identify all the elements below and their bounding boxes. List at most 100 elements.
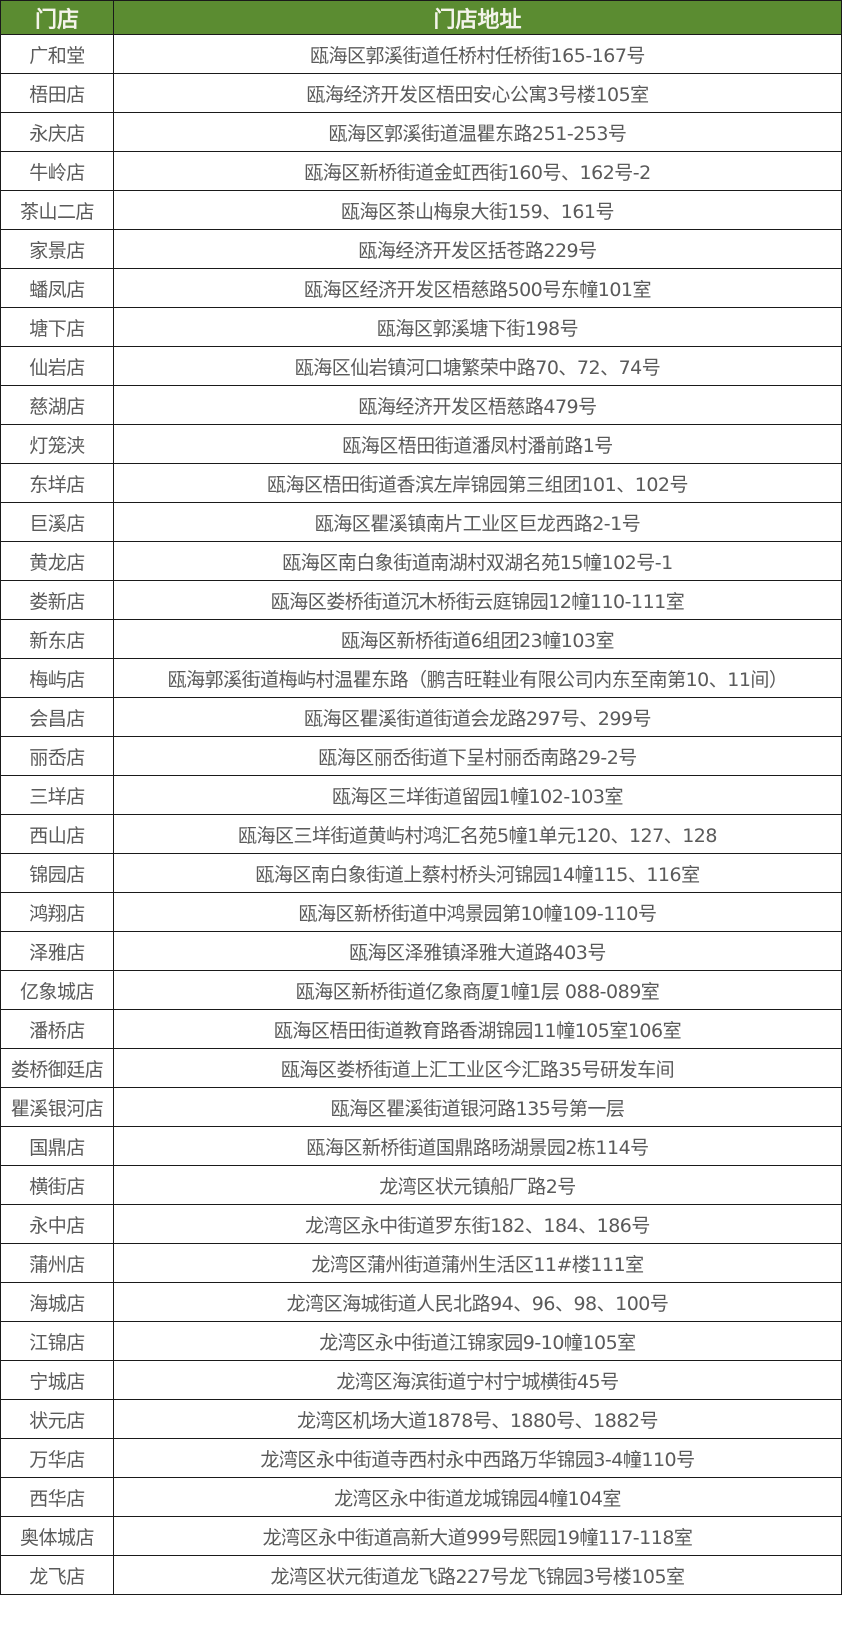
table-row: 仙岩店 瓯海区仙岩镇河口塘繁荣中路70、72、74号 — [0, 346, 842, 386]
store-name-cell: 龙飞店 — [0, 1555, 114, 1595]
table-row: 三垟店 瓯海区三垟街道留园1幢102-103室 — [0, 775, 842, 815]
store-name-cell: 梧田店 — [0, 73, 114, 113]
store-address-cell: 龙湾区永中街道江锦家园9-10幢105室 — [113, 1321, 842, 1361]
store-name-cell: 牛岭店 — [0, 151, 114, 191]
header-row: 门店 门店地址 — [0, 0, 842, 35]
store-name-cell: 瞿溪银河店 — [0, 1087, 114, 1127]
store-name-cell: 塘下店 — [0, 307, 114, 347]
store-name-cell: 丽岙店 — [0, 736, 114, 776]
store-name-cell: 西山店 — [0, 814, 114, 854]
store-address-cell: 瓯海区梧田街道教育路香湖锦园11幢105室106室 — [113, 1009, 842, 1049]
store-name-cell: 泽雅店 — [0, 931, 114, 971]
store-address-cell: 瓯海区经济开发区梧慈路500号东幢101室 — [113, 268, 842, 308]
store-name-cell: 海城店 — [0, 1282, 114, 1322]
table-row: 龙飞店 龙湾区状元街道龙飞路227号龙飞锦园3号楼105室 — [0, 1555, 842, 1595]
table-row: 潘桥店 瓯海区梧田街道教育路香湖锦园11幢105室106室 — [0, 1009, 842, 1049]
store-name-cell: 三垟店 — [0, 775, 114, 815]
store-address-cell: 瓯海区郭溪街道任桥村任桥街165-167号 — [113, 34, 842, 74]
table-row: 国鼎店 瓯海区新桥街道国鼎路旸湖景园2栋114号 — [0, 1126, 842, 1166]
store-name-cell: 娄新店 — [0, 580, 114, 620]
table-row: 亿象城店 瓯海区新桥街道亿象商厦1幢1层 088-089室 — [0, 970, 842, 1010]
table-row: 娄新店 瓯海区娄桥街道沉木桥街云庭锦园12幢110-111室 — [0, 580, 842, 620]
store-name-cell: 永庆店 — [0, 112, 114, 152]
store-name-cell: 梅屿店 — [0, 658, 114, 698]
table-row: 牛岭店 瓯海区新桥街道金虹西街160号、162号-2 — [0, 151, 842, 191]
header-address: 门店地址 — [113, 0, 842, 35]
store-address-cell: 龙湾区状元街道龙飞路227号龙飞锦园3号楼105室 — [113, 1555, 842, 1595]
table-row: 梅屿店 瓯海郭溪街道梅屿村温瞿东路（鹏吉旺鞋业有限公司内东至南第10、11间） — [0, 658, 842, 698]
table-row: 西华店 龙湾区永中街道龙城锦园4幢104室 — [0, 1477, 842, 1517]
table-row: 巨溪店 瓯海区瞿溪镇南片工业区巨龙西路2-1号 — [0, 502, 842, 542]
table-row: 瞿溪银河店 瓯海区瞿溪街道银河路135号第一层 — [0, 1087, 842, 1127]
store-address-cell: 瓯海区茶山梅泉大街159、161号 — [113, 190, 842, 230]
store-address-cell: 瓯海区三垟街道黄屿村鸿汇名苑5幢1单元120、127、128 — [113, 814, 842, 854]
table-row: 泽雅店 瓯海区泽雅镇泽雅大道路403号 — [0, 931, 842, 971]
table-row: 横街店 龙湾区状元镇船厂路2号 — [0, 1165, 842, 1205]
store-address-cell: 瓯海区新桥街道金虹西街160号、162号-2 — [113, 151, 842, 191]
table-row: 娄桥御廷店 瓯海区娄桥街道上汇工业区今汇路35号研发车间 — [0, 1048, 842, 1088]
header-store: 门店 — [0, 0, 114, 35]
table-row: 丽岙店 瓯海区丽岙街道下呈村丽岙南路29-2号 — [0, 736, 842, 776]
table-row: 海城店 龙湾区海城街道人民北路94、96、98、100号 — [0, 1282, 842, 1322]
store-name-cell: 亿象城店 — [0, 970, 114, 1010]
store-name-cell: 奥体城店 — [0, 1516, 114, 1556]
table-row: 梧田店 瓯海经济开发区梧田安心公寓3号楼105室 — [0, 73, 842, 113]
store-address-cell: 瓯海区瞿溪街道银河路135号第一层 — [113, 1087, 842, 1127]
table-row: 宁城店 龙湾区海滨街道宁村宁城横街45号 — [0, 1360, 842, 1400]
store-address-cell: 瓯海区梧田街道香滨左岸锦园第三组团101、102号 — [113, 463, 842, 503]
store-name-cell: 巨溪店 — [0, 502, 114, 542]
store-name-cell: 慈湖店 — [0, 385, 114, 425]
store-name-cell: 蟠凤店 — [0, 268, 114, 308]
store-address-cell: 瓯海经济开发区梧慈路479号 — [113, 385, 842, 425]
store-address-cell: 瓯海区新桥街道6组团23幢103室 — [113, 619, 842, 659]
store-name-cell: 广和堂 — [0, 34, 114, 74]
table-row: 状元店 龙湾区机场大道1878号、1880号、1882号 — [0, 1399, 842, 1439]
store-name-cell: 蒲州店 — [0, 1243, 114, 1283]
table-row: 永中店 龙湾区永中街道罗东街182、184、186号 — [0, 1204, 842, 1244]
store-address-cell: 龙湾区机场大道1878号、1880号、1882号 — [113, 1399, 842, 1439]
store-address-cell: 龙湾区海滨街道宁村宁城横街45号 — [113, 1360, 842, 1400]
store-address-cell: 瓯海区娄桥街道沉木桥街云庭锦园12幢110-111室 — [113, 580, 842, 620]
table-row: 广和堂 瓯海区郭溪街道任桥村任桥街165-167号 — [0, 34, 842, 74]
table-row: 灯笼浃 瓯海区梧田街道潘凤村潘前路1号 — [0, 424, 842, 464]
store-name-cell: 会昌店 — [0, 697, 114, 737]
store-address-cell: 瓯海区泽雅镇泽雅大道路403号 — [113, 931, 842, 971]
table-row: 永庆店 瓯海区郭溪街道温瞿东路251-253号 — [0, 112, 842, 152]
store-name-cell: 横街店 — [0, 1165, 114, 1205]
store-address-cell: 龙湾区永中街道寺西村永中西路万华锦园3-4幢110号 — [113, 1438, 842, 1478]
store-address-cell: 龙湾区永中街道龙城锦园4幢104室 — [113, 1477, 842, 1517]
store-name-cell: 新东店 — [0, 619, 114, 659]
store-name-cell: 家景店 — [0, 229, 114, 269]
store-address-cell: 瓯海郭溪街道梅屿村温瞿东路（鹏吉旺鞋业有限公司内东至南第10、11间） — [113, 658, 842, 698]
store-name-cell: 永中店 — [0, 1204, 114, 1244]
store-address-cell: 瓯海区新桥街道国鼎路旸湖景园2栋114号 — [113, 1126, 842, 1166]
store-name-cell: 国鼎店 — [0, 1126, 114, 1166]
store-address-cell: 瓯海区新桥街道亿象商厦1幢1层 088-089室 — [113, 970, 842, 1010]
store-address-cell: 瓯海区南白象街道南湖村双湖名苑15幢102号-1 — [113, 541, 842, 581]
store-name-cell: 宁城店 — [0, 1360, 114, 1400]
store-name-cell: 万华店 — [0, 1438, 114, 1478]
store-address-cell: 瓯海区丽岙街道下呈村丽岙南路29-2号 — [113, 736, 842, 776]
table-row: 奥体城店 龙湾区永中街道高新大道999号熙园19幢117-118室 — [0, 1516, 842, 1556]
store-address-cell: 瓯海区仙岩镇河口塘繁荣中路70、72、74号 — [113, 346, 842, 386]
table-row: 新东店 瓯海区新桥街道6组团23幢103室 — [0, 619, 842, 659]
store-address-cell: 瓯海区新桥街道中鸿景园第10幢109-110号 — [113, 892, 842, 932]
store-address-cell: 龙湾区海城街道人民北路94、96、98、100号 — [113, 1282, 842, 1322]
store-address-cell: 龙湾区永中街道罗东街182、184、186号 — [113, 1204, 842, 1244]
store-name-cell: 黄龙店 — [0, 541, 114, 581]
table-row: 锦园店 瓯海区南白象街道上蔡村桥头河锦园14幢115、116室 — [0, 853, 842, 893]
store-address-cell: 瓯海区瞿溪街道街道会龙路297号、299号 — [113, 697, 842, 737]
table-row: 鸿翔店 瓯海区新桥街道中鸿景园第10幢109-110号 — [0, 892, 842, 932]
store-address-cell: 瓯海经济开发区括苍路229号 — [113, 229, 842, 269]
store-name-cell: 灯笼浃 — [0, 424, 114, 464]
store-name-cell: 茶山二店 — [0, 190, 114, 230]
store-address-cell: 龙湾区永中街道高新大道999号熙园19幢117-118室 — [113, 1516, 842, 1556]
store-name-cell: 仙岩店 — [0, 346, 114, 386]
store-name-cell: 东垟店 — [0, 463, 114, 503]
table-row: 东垟店 瓯海区梧田街道香滨左岸锦园第三组团101、102号 — [0, 463, 842, 503]
table-row: 慈湖店 瓯海经济开发区梧慈路479号 — [0, 385, 842, 425]
store-name-cell: 潘桥店 — [0, 1009, 114, 1049]
table-row: 会昌店 瓯海区瞿溪街道街道会龙路297号、299号 — [0, 697, 842, 737]
store-address-cell: 瓯海区瞿溪镇南片工业区巨龙西路2-1号 — [113, 502, 842, 542]
store-address-cell: 瓯海经济开发区梧田安心公寓3号楼105室 — [113, 73, 842, 113]
